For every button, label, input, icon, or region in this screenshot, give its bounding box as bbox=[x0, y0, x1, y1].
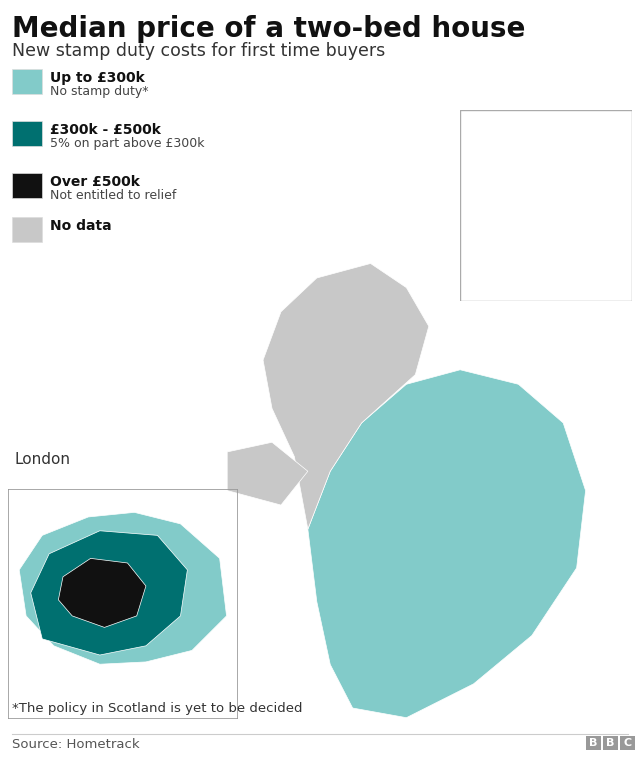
Text: No stamp duty*: No stamp duty* bbox=[50, 85, 148, 98]
Bar bbox=[12, 121, 42, 146]
Text: London: London bbox=[14, 452, 70, 467]
Text: £300k - £500k: £300k - £500k bbox=[50, 123, 161, 137]
Polygon shape bbox=[263, 264, 429, 529]
Polygon shape bbox=[58, 558, 146, 627]
Text: Over £500k: Over £500k bbox=[50, 175, 140, 189]
Text: Source: Hometrack: Source: Hometrack bbox=[12, 738, 140, 751]
Polygon shape bbox=[308, 370, 586, 718]
Bar bbox=[620, 736, 635, 750]
Polygon shape bbox=[31, 531, 188, 655]
Text: Median price of a two-bed house: Median price of a two-bed house bbox=[12, 15, 525, 43]
Bar bbox=[12, 69, 42, 94]
Bar bbox=[603, 736, 618, 750]
Text: Up to £300k: Up to £300k bbox=[50, 71, 145, 85]
Polygon shape bbox=[227, 443, 308, 505]
Text: New stamp duty costs for first time buyers: New stamp duty costs for first time buye… bbox=[12, 42, 385, 60]
Text: *The policy in Scotland is yet to be decided: *The policy in Scotland is yet to be dec… bbox=[12, 702, 303, 715]
Text: B: B bbox=[606, 738, 614, 748]
Bar bbox=[12, 217, 42, 242]
Text: No data: No data bbox=[50, 219, 111, 233]
Bar bbox=[12, 173, 42, 198]
Text: Not entitled to relief: Not entitled to relief bbox=[50, 189, 177, 202]
Polygon shape bbox=[19, 512, 227, 664]
Bar bbox=[586, 736, 601, 750]
Text: C: C bbox=[623, 738, 632, 748]
Text: 5% on part above £300k: 5% on part above £300k bbox=[50, 137, 205, 150]
Text: B: B bbox=[589, 738, 598, 748]
